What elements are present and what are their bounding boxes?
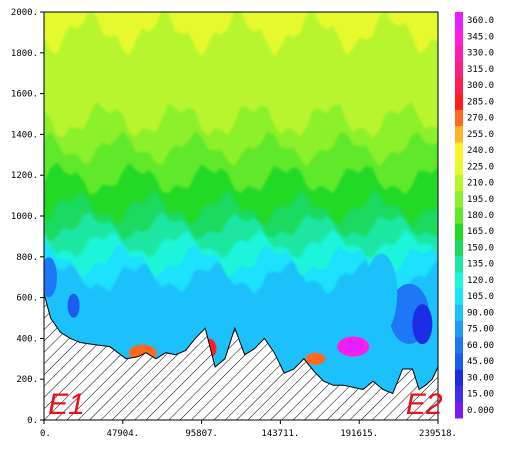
low-patch-west xyxy=(44,257,57,298)
colorbar-swatch-11 xyxy=(455,223,463,240)
colorbar-swatch-0 xyxy=(455,401,463,419)
colorbar-swatch-2 xyxy=(455,369,463,387)
colorbar-label-22: 330.0 xyxy=(467,49,494,59)
field-band-15 xyxy=(44,12,438,57)
plot-area xyxy=(44,12,438,420)
y-tick-label-4: 800. xyxy=(16,253,38,263)
colorbar-label-2: 30.00 xyxy=(467,373,494,383)
low-patch-east-2 xyxy=(412,304,433,345)
colorbar-label-13: 195.0 xyxy=(467,195,494,205)
colorbar-label-14: 210.0 xyxy=(467,179,494,189)
colorbar-label-19: 285.0 xyxy=(467,97,494,107)
colorbar: 0.000 15.00 30.00 45.00 60.00 75.00 90.00 105.0… xyxy=(455,12,494,419)
annotations: E1 E2 xyxy=(48,388,443,421)
colorbar-swatch-20 xyxy=(455,76,463,94)
colorbar-label-24: 360.0 xyxy=(467,16,494,26)
x-tick-label-3: 143711. xyxy=(261,429,299,439)
y-tick-label-10: 2000. xyxy=(11,8,38,18)
endpoint-label-2: E2 xyxy=(406,388,443,421)
colorbar-label-7: 105.0 xyxy=(467,292,494,302)
colorbar-swatch-18 xyxy=(455,109,463,127)
high-patch-4-core xyxy=(343,340,364,353)
colorbar-label-3: 45.00 xyxy=(467,357,494,367)
colorbar-label-12: 180.0 xyxy=(467,211,494,221)
x-tick-label-4: 191615. xyxy=(340,429,378,439)
colorbar-swatch-6 xyxy=(455,304,463,322)
colorbar-swatch-15 xyxy=(455,158,463,175)
color-field xyxy=(44,12,438,420)
y-axis: 0. 200. 400. 600. 800. 1000. 1200. 1400. 1600. 18… xyxy=(11,8,44,426)
x-tick-label-0: 0. xyxy=(40,429,51,439)
x-tick-label-2: 95807. xyxy=(185,429,218,439)
colorbar-swatch-10 xyxy=(455,239,463,257)
colorbar-label-18: 270.0 xyxy=(467,114,494,124)
colorbar-swatch-14 xyxy=(455,174,463,192)
colorbar-swatch-9 xyxy=(455,255,463,273)
x-axis: 0. 47904. 95807. 143711. 191615. 239518. xyxy=(40,420,457,439)
colorbar-label-0: 0.000 xyxy=(467,406,494,416)
colorbar-label-8: 120.0 xyxy=(467,276,494,286)
colorbar-swatch-17 xyxy=(455,125,463,143)
x-tick-label-1: 47904. xyxy=(107,429,140,439)
colorbar-label-4: 60.00 xyxy=(467,341,494,351)
colorbar-swatch-5 xyxy=(455,320,463,338)
y-tick-label-5: 1000. xyxy=(11,212,38,222)
terrain-hatch xyxy=(44,293,438,420)
endpoint-label-1: E1 xyxy=(48,388,85,421)
low-patch-west-2 xyxy=(67,293,80,318)
colorbar-swatch-21 xyxy=(455,60,463,78)
field-band-14 xyxy=(44,12,438,139)
y-tick-label-3: 600. xyxy=(16,294,38,304)
colorbar-label-9: 135.0 xyxy=(467,260,494,270)
colorbar-swatch-8 xyxy=(455,271,463,289)
high-patch-3 xyxy=(305,352,326,365)
field-features xyxy=(44,253,433,365)
colorbar-label-11: 165.0 xyxy=(467,227,494,237)
colorbar-swatch-3 xyxy=(455,353,463,370)
colorbar-swatch-23 xyxy=(455,28,463,45)
colorbar-swatch-1 xyxy=(455,385,463,403)
colorbar-swatch-22 xyxy=(455,44,463,62)
colorbar-label-17: 255.0 xyxy=(467,130,494,140)
colorbar-label-15: 225.0 xyxy=(467,162,494,172)
y-tick-label-1: 200. xyxy=(16,375,38,385)
y-tick-label-2: 400. xyxy=(16,334,38,344)
colorbar-swatch-4 xyxy=(455,336,463,354)
cyan-patch-east xyxy=(365,253,398,334)
colorbar-swatch-7 xyxy=(455,288,463,305)
colorbar-swatch-24 xyxy=(455,12,463,29)
colorbar-swatch-16 xyxy=(455,141,463,159)
y-tick-label-7: 1400. xyxy=(11,130,38,140)
colorbar-label-10: 150.0 xyxy=(467,243,494,253)
y-tick-label-8: 1600. xyxy=(11,90,38,100)
colorbar-swatch-19 xyxy=(455,93,463,110)
y-tick-label-6: 1200. xyxy=(11,171,38,181)
colorbar-label-1: 15.00 xyxy=(467,390,494,400)
x-tick-label-5: 239518. xyxy=(419,429,457,439)
colorbar-label-21: 315.0 xyxy=(467,65,494,75)
colorbar-swatch-13 xyxy=(455,190,463,208)
y-tick-label-0: 0. xyxy=(27,416,38,426)
colorbar-swatch-12 xyxy=(455,206,463,224)
colorbar-label-6: 90.00 xyxy=(467,308,494,318)
colorbar-label-5: 75.00 xyxy=(467,325,494,335)
y-tick-label-9: 1800. xyxy=(11,49,38,59)
colorbar-label-16: 240.0 xyxy=(467,146,494,156)
colorbar-label-23: 345.0 xyxy=(467,32,494,42)
colorbar-label-20: 300.0 xyxy=(467,81,494,91)
